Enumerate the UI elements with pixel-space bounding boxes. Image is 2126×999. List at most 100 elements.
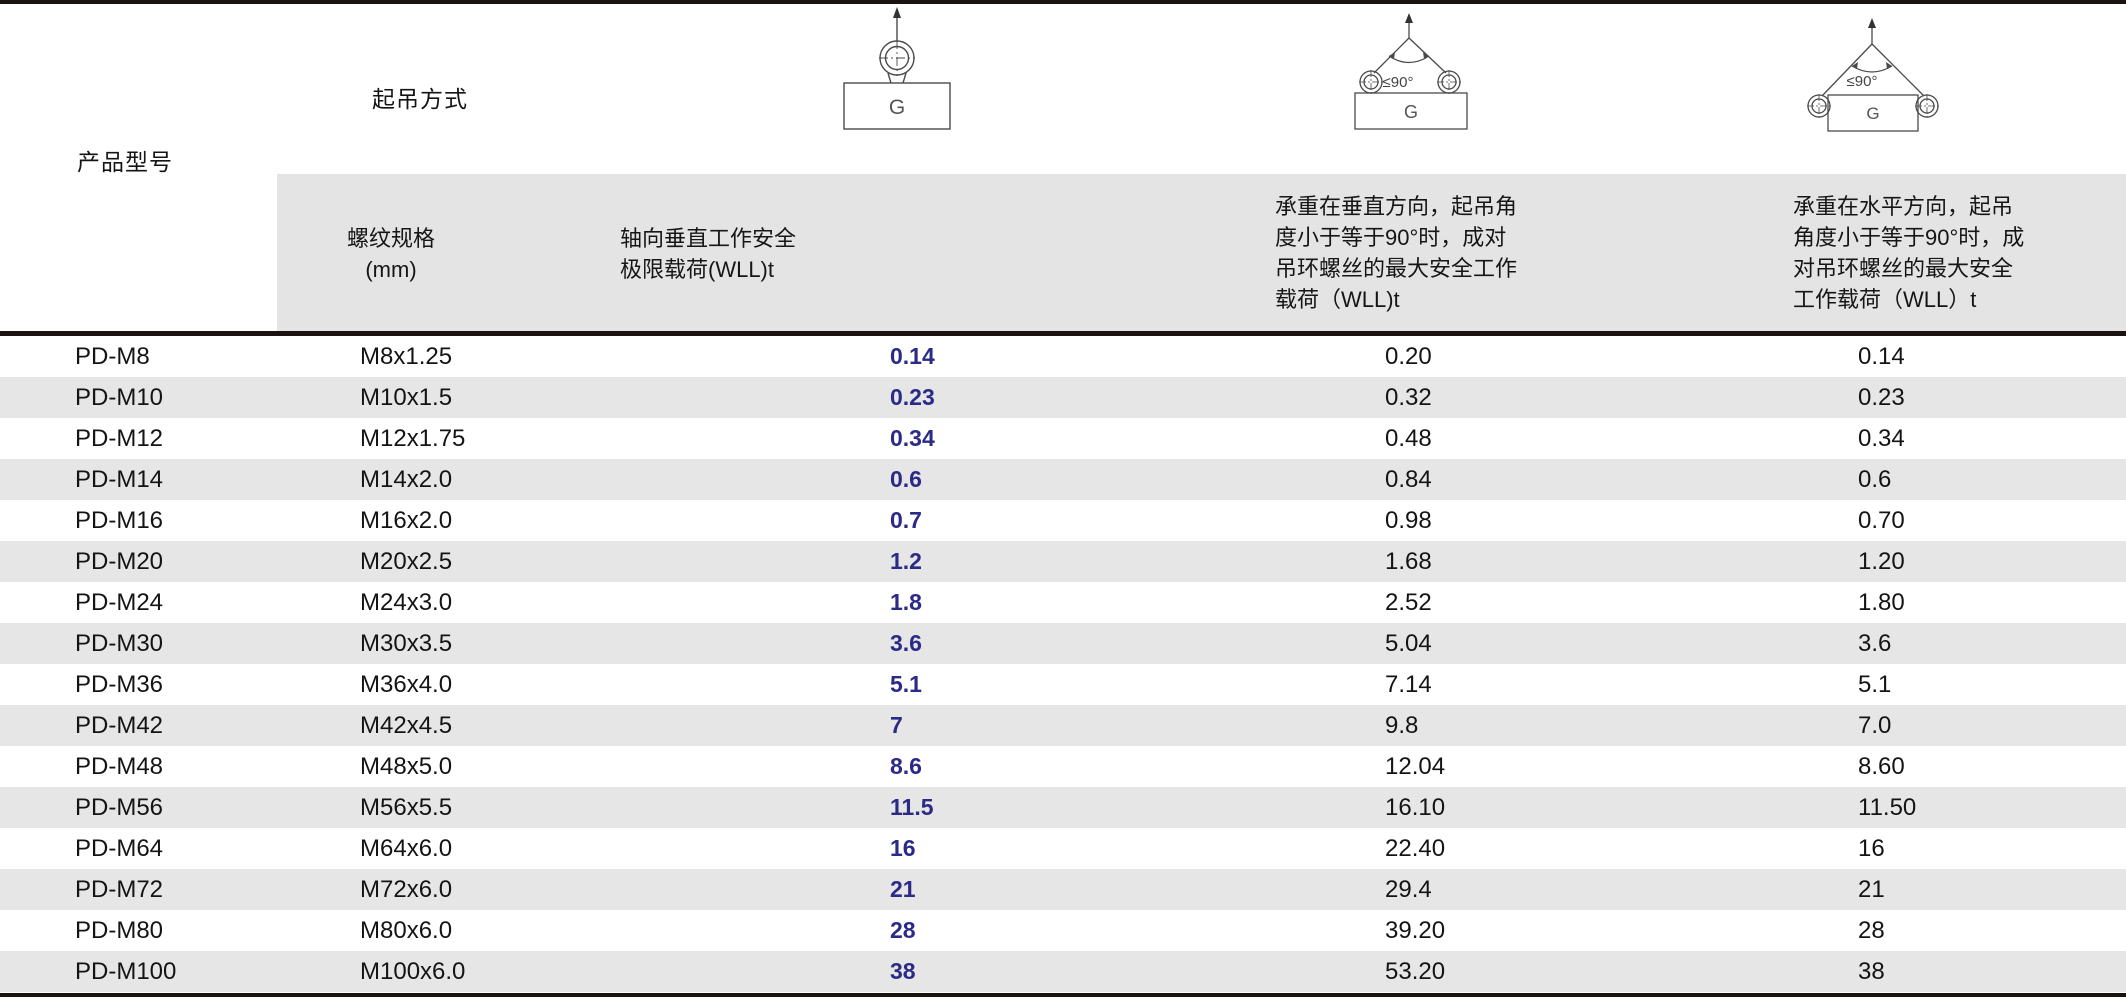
- cell-product-model: PD-M12: [75, 424, 164, 452]
- load-box-label: G: [1866, 104, 1879, 123]
- col-header-line: 吊环螺丝的最大安全工作: [1275, 256, 1518, 281]
- table-row: PD-M100 M100x6.0 38 53.20 38: [0, 951, 2126, 992]
- col-header-line: 角度小于等于90°时，成: [1793, 225, 2025, 250]
- cell-vertical-pair-wll: 0.32: [1385, 383, 1432, 411]
- diagram-pair-vertical-lift: ≤90° G: [1325, 12, 1495, 134]
- cell-thread-spec: M48x5.0: [360, 752, 453, 780]
- table-row: PD-M56 M56x5.5 11.5 16.10 11.50: [0, 787, 2126, 828]
- col-header-horizontal-pair-wll: 承重在水平方向，起吊 角度小于等于90°时，成 对吊环螺丝的最大安全 工作载荷（…: [1793, 191, 2024, 315]
- cell-horizontal-pair-wll: 28: [1858, 916, 1885, 944]
- cell-vertical-pair-wll: 7.14: [1385, 670, 1432, 698]
- col-header-line: 螺纹规格: [346, 226, 435, 251]
- cell-horizontal-pair-wll: 0.23: [1858, 383, 1905, 411]
- sling-angle-label: ≤90°: [1383, 74, 1414, 91]
- cell-horizontal-pair-wll: 0.34: [1858, 424, 1905, 452]
- col-header-thread-spec: 螺纹规格 (mm): [277, 223, 505, 285]
- cell-product-model: PD-M48: [75, 752, 164, 780]
- cell-thread-spec: M64x6.0: [360, 834, 453, 862]
- cell-horizontal-pair-wll: 1.80: [1858, 588, 1905, 616]
- cell-thread-spec: M72x6.0: [360, 875, 453, 903]
- table-row: PD-M14 M14x2.0 0.6 0.84 0.6: [0, 459, 2126, 500]
- cell-axial-wll: 5.1: [890, 671, 922, 697]
- cell-product-model: PD-M30: [75, 629, 164, 657]
- cell-product-model: PD-M64: [75, 834, 164, 862]
- cell-horizontal-pair-wll: 1.20: [1858, 547, 1905, 575]
- header-separator-rule: [0, 331, 2126, 336]
- cell-vertical-pair-wll: 0.20: [1385, 342, 1432, 370]
- col-header-line: 对吊环螺丝的最大安全: [1793, 256, 2014, 281]
- cell-product-model: PD-M14: [75, 465, 164, 493]
- column-header-band: [277, 174, 2126, 331]
- col-header-line: 载荷（WLL)t: [1275, 287, 1400, 312]
- cell-product-model: PD-M80: [75, 916, 164, 944]
- up-arrow-icon: [893, 7, 901, 18]
- cell-axial-wll: 3.6: [890, 630, 922, 656]
- up-arrow-icon: [1405, 13, 1413, 23]
- load-box-label: G: [889, 96, 905, 119]
- cell-axial-wll: 28: [890, 917, 916, 943]
- cell-horizontal-pair-wll: 16: [1858, 834, 1885, 862]
- cell-thread-spec: M12x1.75: [360, 424, 466, 452]
- cell-axial-wll: 0.7: [890, 507, 922, 533]
- cell-thread-spec: M10x1.5: [360, 383, 453, 411]
- cell-vertical-pair-wll: 12.04: [1385, 752, 1446, 780]
- cell-axial-wll: 38: [890, 958, 916, 984]
- cell-thread-spec: M36x4.0: [360, 670, 453, 698]
- diagram-single-vertical-lift: G: [820, 4, 980, 134]
- cell-thread-spec: M8x1.25: [360, 342, 453, 370]
- table-row: PD-M72 M72x6.0 21 29.4 21: [0, 869, 2126, 910]
- cell-horizontal-pair-wll: 8.60: [1858, 752, 1905, 780]
- table-body: PD-M8 M8x1.25 0.14 0.20 0.14 PD-M10 M10x1.5 0.2…: [0, 336, 2126, 992]
- cell-product-model: PD-M36: [75, 670, 164, 698]
- col-header-axial-wll: 轴向垂直工作安全 极限载荷(WLL)t: [620, 223, 796, 285]
- cell-horizontal-pair-wll: 3.6: [1858, 629, 1892, 657]
- cell-horizontal-pair-wll: 7.0: [1858, 711, 1892, 739]
- cell-thread-spec: M100x6.0: [360, 957, 466, 985]
- cell-vertical-pair-wll: 0.84: [1385, 465, 1432, 493]
- lifting-method-label: 起吊方式: [372, 86, 468, 112]
- col-header-line: 承重在垂直方向，起吊角: [1275, 194, 1518, 219]
- col-header-line: 轴向垂直工作安全: [620, 226, 797, 251]
- cell-thread-spec: M30x3.5: [360, 629, 453, 657]
- cell-horizontal-pair-wll: 5.1: [1858, 670, 1892, 698]
- cell-axial-wll: 0.6: [890, 466, 922, 492]
- top-rule: [0, 0, 2126, 4]
- col-header-line: 极限载荷(WLL)t: [620, 257, 775, 282]
- table-row: PD-M42 M42x4.5 7 9.8 7.0: [0, 705, 2126, 746]
- table-row: PD-M48 M48x5.0 8.6 12.04 8.60: [0, 746, 2126, 787]
- table-row: PD-M12 M12x1.75 0.34 0.48 0.34: [0, 418, 2126, 459]
- cell-horizontal-pair-wll: 0.70: [1858, 506, 1905, 534]
- cell-horizontal-pair-wll: 21: [1858, 875, 1885, 903]
- col-header-line: 承重在水平方向，起吊: [1793, 194, 2014, 219]
- up-arrow-icon: [1868, 18, 1876, 28]
- cell-product-model: PD-M72: [75, 875, 164, 903]
- cell-axial-wll: 1.8: [890, 589, 922, 615]
- cell-vertical-pair-wll: 0.48: [1385, 424, 1432, 452]
- cell-thread-spec: M80x6.0: [360, 916, 453, 944]
- cell-vertical-pair-wll: 0.98: [1385, 506, 1432, 534]
- cell-horizontal-pair-wll: 11.50: [1858, 793, 1917, 821]
- table-row: PD-M16 M16x2.0 0.7 0.98 0.70: [0, 500, 2126, 541]
- load-box-label: G: [1404, 102, 1418, 122]
- cell-thread-spec: M56x5.5: [360, 793, 453, 821]
- cell-axial-wll: 1.2: [890, 548, 922, 574]
- cell-axial-wll: 0.14: [890, 343, 935, 369]
- table-row: PD-M64 M64x6.0 16 22.40 16: [0, 828, 2126, 869]
- table-row: PD-M36 M36x4.0 5.1 7.14 5.1: [0, 664, 2126, 705]
- cell-product-model: PD-M100: [75, 957, 177, 985]
- cell-thread-spec: M14x2.0: [360, 465, 453, 493]
- cell-product-model: PD-M8: [75, 342, 150, 370]
- table-row: PD-M20 M20x2.5 1.2 1.68 1.20: [0, 541, 2126, 582]
- table-row: PD-M24 M24x3.0 1.8 2.52 1.80: [0, 582, 2126, 623]
- cell-vertical-pair-wll: 39.20: [1385, 916, 1446, 944]
- cell-axial-wll: 0.23: [890, 384, 935, 410]
- cell-vertical-pair-wll: 53.20: [1385, 957, 1446, 985]
- table-row: PD-M80 M80x6.0 28 39.20 28: [0, 910, 2126, 951]
- cell-vertical-pair-wll: 22.40: [1385, 834, 1446, 862]
- cell-horizontal-pair-wll: 38: [1858, 957, 1885, 985]
- cell-axial-wll: 7: [890, 712, 903, 738]
- table-row: PD-M10 M10x1.5 0.23 0.32 0.23: [0, 377, 2126, 418]
- diagram-pair-horizontal-lift: ≤90° G: [1795, 16, 1955, 134]
- cell-thread-spec: M24x3.0: [360, 588, 453, 616]
